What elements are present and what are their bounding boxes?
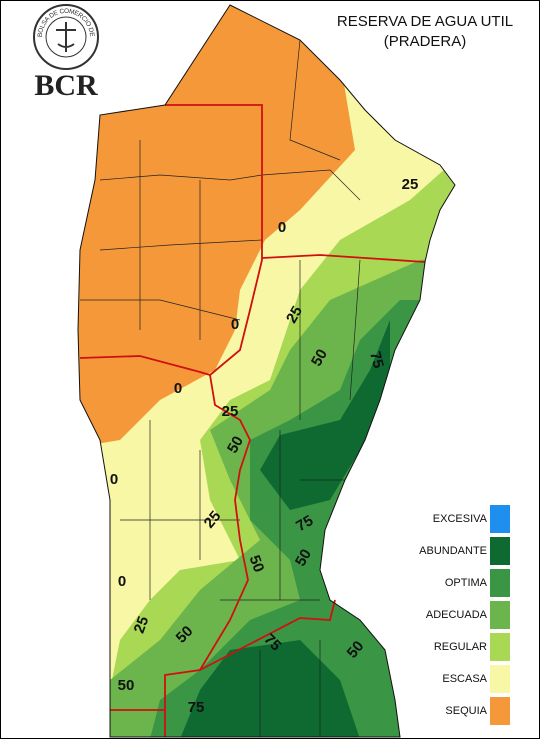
legend-swatch — [490, 601, 510, 629]
legend-swatch — [490, 633, 510, 661]
contour-label: 75 — [188, 699, 205, 716]
contour-label: 0 — [278, 219, 286, 236]
contour-labels: 25 0 25 0 50 75 0 25 50 0 25 75 50 50 0 … — [110, 176, 419, 716]
legend: EXCESIVA ABUNDANTE OPTIMA ADECUADA REGULAR ES… — [419, 505, 510, 725]
logo-name: BCR — [34, 69, 98, 102]
contour-label: 75 — [293, 512, 316, 535]
contour-label: 50 — [308, 346, 331, 369]
legend-label: EXCESIVA — [433, 513, 488, 525]
legend-swatch — [490, 505, 510, 533]
region-borders — [79, 104, 426, 737]
contour-label: 50 — [292, 546, 315, 569]
legend-label: REGULAR — [434, 641, 487, 653]
legend-swatch — [490, 665, 510, 693]
title-line: RESERVA DE AGUA UTIL — [337, 13, 513, 30]
logo-inner-ring — [45, 16, 87, 58]
contour-label: 25 — [222, 403, 239, 420]
legend-label: SEQUIA — [445, 705, 487, 717]
province-outline — [77, 4, 456, 738]
contour-label: 50 — [118, 677, 135, 694]
zone-abundante — [180, 320, 390, 737]
legend-swatch — [490, 569, 510, 597]
contour-label: 0 — [110, 471, 118, 488]
legend-swatch — [490, 537, 510, 565]
contour-label: 0 — [231, 316, 239, 333]
legend-label: ADECUADA — [426, 609, 488, 621]
legend-label: ESCASA — [442, 673, 487, 685]
contour-label: 25 — [131, 614, 153, 635]
contour-label: 75 — [366, 350, 387, 371]
legend-label: OPTIMA — [445, 577, 488, 589]
contour-label: 0 — [118, 573, 126, 590]
title-line: (PRADERA) — [384, 33, 467, 50]
logo-emblem — [56, 22, 76, 52]
contour-label: 50 — [224, 433, 247, 456]
legend-label: ABUNDANTE — [419, 545, 487, 557]
department-lines — [80, 39, 361, 737]
contour-label: 50 — [246, 553, 268, 574]
contour-label: 0 — [174, 380, 182, 397]
contour-label: 25 — [283, 303, 306, 326]
legend-swatch — [490, 697, 510, 725]
contour-label: 25 — [402, 176, 419, 193]
